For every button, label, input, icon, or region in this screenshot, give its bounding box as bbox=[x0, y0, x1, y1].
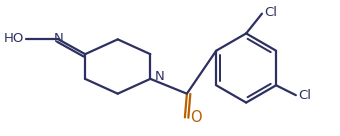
Text: N: N bbox=[154, 70, 164, 83]
Text: Cl: Cl bbox=[298, 89, 311, 102]
Text: HO: HO bbox=[3, 32, 24, 45]
Text: N: N bbox=[54, 32, 63, 45]
Text: O: O bbox=[190, 110, 202, 125]
Text: Cl: Cl bbox=[264, 6, 277, 19]
